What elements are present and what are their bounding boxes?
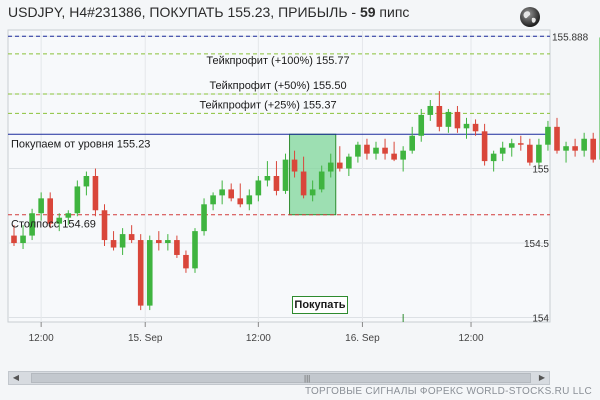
candle-body-23	[219, 189, 225, 196]
level-label-2: Тейкпрофит (+25%) 155.37	[199, 99, 336, 111]
scrollbar-grip-icon: |||	[304, 374, 311, 383]
candle-body-63	[581, 138, 587, 151]
candle-body-44	[409, 135, 415, 151]
candle-body-14	[137, 240, 144, 306]
horizontal-scrollbar[interactable]: ◀ ||| ▶	[8, 371, 550, 385]
candle-body-12	[119, 234, 126, 248]
candle-body-42	[391, 153, 397, 160]
candle-body-58	[536, 144, 542, 163]
candle-body-62	[572, 146, 578, 151]
candle-body-37	[346, 156, 352, 169]
scroll-right-arrow[interactable]: ▶	[538, 373, 546, 382]
profit-pips: 59	[359, 4, 376, 20]
x-tick-label-0: 12:00	[29, 333, 54, 344]
y-tick-label-0: 155.888	[552, 32, 589, 43]
footer-credit: ТОРГОВЫЕ СИГНАЛЫ ФОРЕКС WORLD-STOCKS.RU …	[304, 386, 592, 397]
candle-body-59	[545, 126, 551, 145]
candle-body-50	[463, 123, 470, 129]
candle-body-26	[246, 195, 253, 205]
candle-body-49	[454, 111, 461, 129]
candle-body-20	[192, 231, 198, 269]
level-label-4: Столпосс 154.69	[11, 219, 96, 231]
candle-body-32	[300, 171, 307, 196]
candle-body-55	[508, 143, 515, 148]
title-prefix: USDJPY, H4#231386, ПОКУПАТЬ 155.23, ПРИБ…	[8, 4, 360, 20]
scroll-left-arrow[interactable]: ◀	[12, 373, 20, 382]
candle-body-27	[255, 180, 262, 196]
candle-body-17	[165, 240, 171, 244]
candle-body-64	[590, 138, 596, 160]
candle-body-46	[427, 105, 434, 115]
candle-body-54	[499, 147, 506, 154]
candle-body-30	[282, 159, 289, 191]
candle-body-18	[174, 240, 180, 255]
candle-body-24	[228, 189, 234, 199]
candle-body-2	[29, 213, 35, 236]
x-tick-label-4: 12:00	[459, 333, 484, 344]
candle-body-5	[56, 217, 63, 224]
candle-body-22	[210, 195, 216, 205]
candle-body-53	[490, 153, 497, 162]
candle-body-33	[309, 189, 316, 196]
candle-body-8	[83, 176, 90, 187]
globe-icon[interactable]	[519, 6, 541, 28]
scrollbar-thumb[interactable]: |||	[31, 373, 531, 383]
y-tick-label-3: 154	[532, 314, 549, 325]
buy-button[interactable]: Покупать	[292, 296, 348, 314]
candle-body-41	[382, 147, 388, 154]
level-label-3: Покупаем от уровня 155.23	[11, 138, 150, 150]
candle-body-28	[264, 176, 271, 181]
candle-body-31	[291, 159, 298, 172]
candle-body-0	[11, 235, 17, 244]
candle-body-16	[156, 240, 162, 244]
candle-body-56	[518, 143, 524, 145]
entry-zone	[289, 133, 337, 216]
candle-body-57	[527, 144, 533, 163]
level-label-0: Тейкпрофит (+100%) 155.77	[206, 55, 349, 67]
candle-body-6	[65, 213, 72, 218]
x-tick-label-2: 12:00	[246, 333, 271, 344]
candle-body-1	[20, 235, 26, 244]
title-suffix: пипс	[375, 4, 410, 20]
candle-body-52	[481, 131, 488, 162]
candle-body-40	[373, 147, 379, 154]
x-tick-label-1: 15. Sep	[128, 333, 163, 344]
candle-body-7	[74, 186, 81, 214]
candle-body-61	[563, 146, 569, 151]
candle-body-38	[355, 144, 361, 157]
candle-body-19	[183, 254, 189, 269]
x-tick-label-3: 16. Sep	[345, 333, 380, 344]
candle-body-29	[273, 176, 280, 191]
chart-title: USDJPY, H4#231386, ПОКУПАТЬ 155.23, ПРИБ…	[8, 4, 409, 20]
candle-body-4	[47, 198, 53, 224]
candle-body-3	[38, 198, 44, 214]
candle-body-51	[472, 123, 479, 132]
y-tick-label-1: 155	[532, 165, 549, 176]
candle-body-11	[110, 240, 117, 248]
candle-body-60	[554, 126, 560, 151]
candle-body-35	[327, 162, 334, 172]
candle-body-15	[146, 240, 153, 306]
candle-body-45	[418, 114, 425, 136]
candle-body-25	[237, 198, 244, 205]
candle-body-13	[128, 234, 135, 241]
candle-body-48	[445, 111, 452, 127]
y-tick-label-2: 154.5	[524, 239, 549, 250]
candle-body-47	[436, 105, 443, 127]
candle-body-34	[318, 171, 325, 190]
candle-body-10	[101, 210, 108, 241]
candle-body-36	[337, 162, 343, 169]
candle-body-9	[92, 176, 99, 211]
candle-body-43	[400, 150, 406, 160]
candle-body-21	[201, 204, 207, 232]
level-label-1: Тейкпрофит (+50%) 155.50	[209, 80, 346, 92]
candle-body-39	[364, 144, 370, 154]
